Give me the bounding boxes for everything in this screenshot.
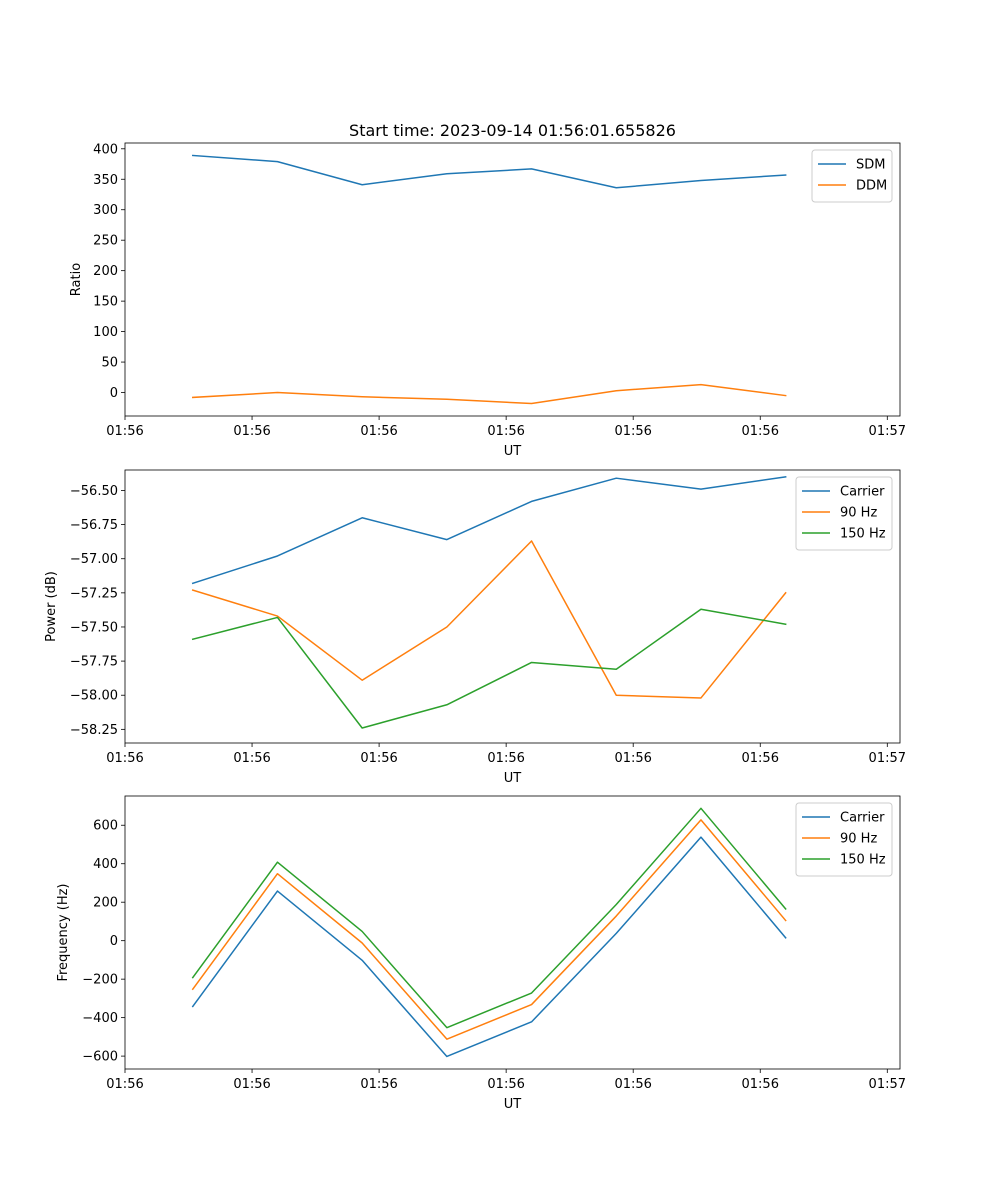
y-tick-label: −600 <box>82 1050 118 1065</box>
series-line-carrier <box>191 836 787 1058</box>
x-axis-label: UT <box>504 1097 522 1112</box>
series-line-sdm <box>191 154 787 189</box>
chart-panel-3: 01:56 01:56 01:56 01:56 01:56 01:56 01:57 −600 −… <box>56 795 906 1112</box>
x-tick-label: 01:56 <box>233 424 270 439</box>
legend-box <box>795 802 893 877</box>
chart-panel-2: 01:56 01:56 01:56 01:56 01:56 01:56 01:57 −58.2… <box>44 469 906 786</box>
legend-label: DDM <box>856 179 887 194</box>
plot-area-frame <box>124 469 901 744</box>
x-tick-label: 01:56 <box>487 751 524 766</box>
x-tick-label: 01:56 <box>233 1077 270 1092</box>
x-tick-label: 01:57 <box>869 424 906 439</box>
y-tick-label: −57.00 <box>70 552 118 567</box>
x-tick-label: 01:57 <box>869 1077 906 1092</box>
y-tick-label: 200 <box>93 264 118 279</box>
y-tick-label: −200 <box>82 973 118 988</box>
legend: Carrier 90 Hz 150 Hz <box>795 476 893 551</box>
plot-area-frame <box>124 795 901 1070</box>
y-tick-label: −57.25 <box>70 586 118 601</box>
y-tick-label: 350 <box>93 173 118 188</box>
legend-box <box>811 149 893 203</box>
series-line-90-hz <box>191 819 787 1040</box>
chart-panel-1: 01:56 01:56 01:56 01:56 01:56 01:56 01:57 0 50 10… <box>69 142 906 459</box>
y-tick-label: 0 <box>110 386 118 401</box>
x-tick-label: 01:56 <box>106 751 143 766</box>
series-line-90-hz <box>191 540 787 699</box>
x-tick-label: 01:56 <box>614 1077 651 1092</box>
x-tick-label: 01:56 <box>742 751 779 766</box>
y-tick-label: −56.50 <box>70 484 118 499</box>
legend-label: 150 Hz <box>840 853 886 868</box>
series-line-carrier <box>191 475 787 585</box>
y-axis-label: Ratio <box>69 263 84 296</box>
legend-label: SDM <box>856 158 885 173</box>
y-axis-label: Frequency (Hz) <box>56 883 71 981</box>
y-tick-label: 250 <box>93 234 118 249</box>
x-tick-label: 01:56 <box>233 751 270 766</box>
plot-area-frame <box>124 142 901 417</box>
y-tick-label: 200 <box>93 896 118 911</box>
x-tick-label: 01:56 <box>614 424 651 439</box>
x-tick-label: 01:56 <box>106 1077 143 1092</box>
x-tick-label: 01:56 <box>487 1077 524 1092</box>
x-tick-label: 01:56 <box>360 424 397 439</box>
y-tick-label: 50 <box>101 356 118 371</box>
series-line-150-hz <box>191 608 787 729</box>
x-axis-label: UT <box>504 444 522 459</box>
legend-box <box>795 476 893 551</box>
legend-label: Carrier <box>840 485 885 500</box>
series-line-150-hz <box>191 807 787 1029</box>
x-tick-label: 01:56 <box>487 424 524 439</box>
legend: Carrier 90 Hz 150 Hz <box>795 802 893 877</box>
x-axis-label: UT <box>504 771 522 786</box>
y-tick-label: −400 <box>82 1011 118 1026</box>
x-tick-label: 01:56 <box>106 424 143 439</box>
y-tick-label: 0 <box>110 934 118 949</box>
x-tick-label: 01:56 <box>360 1077 397 1092</box>
chart-panels: 01:56 01:56 01:56 01:56 01:56 01:56 01:57 0 50 10… <box>44 142 906 1112</box>
legend-label: 90 Hz <box>840 832 877 847</box>
series-line-ddm <box>191 383 787 405</box>
y-tick-label: −58.00 <box>70 689 118 704</box>
legend: SDM DDM <box>811 149 893 203</box>
y-axis-label: Power (dB) <box>44 571 59 642</box>
x-tick-label: 01:56 <box>742 1077 779 1092</box>
y-tick-label: 600 <box>93 819 118 834</box>
x-tick-label: 01:56 <box>360 751 397 766</box>
y-tick-label: 100 <box>93 325 118 340</box>
y-tick-label: −56.75 <box>70 518 118 533</box>
x-tick-label: 01:56 <box>742 424 779 439</box>
legend-label: 150 Hz <box>840 527 886 542</box>
y-tick-label: −57.50 <box>70 620 118 635</box>
figure-title: Start time: 2023-09-14 01:56:01.655826 <box>349 121 676 140</box>
legend-label: 90 Hz <box>840 506 877 521</box>
y-tick-label: 300 <box>93 203 118 218</box>
y-tick-label: −57.75 <box>70 655 118 670</box>
y-tick-label: 400 <box>93 857 118 872</box>
legend-label: Carrier <box>840 811 885 826</box>
y-tick-label: −58.25 <box>70 723 118 738</box>
x-tick-label: 01:57 <box>869 751 906 766</box>
y-tick-label: 400 <box>93 142 118 157</box>
y-tick-label: 150 <box>93 295 118 310</box>
x-tick-label: 01:56 <box>614 751 651 766</box>
